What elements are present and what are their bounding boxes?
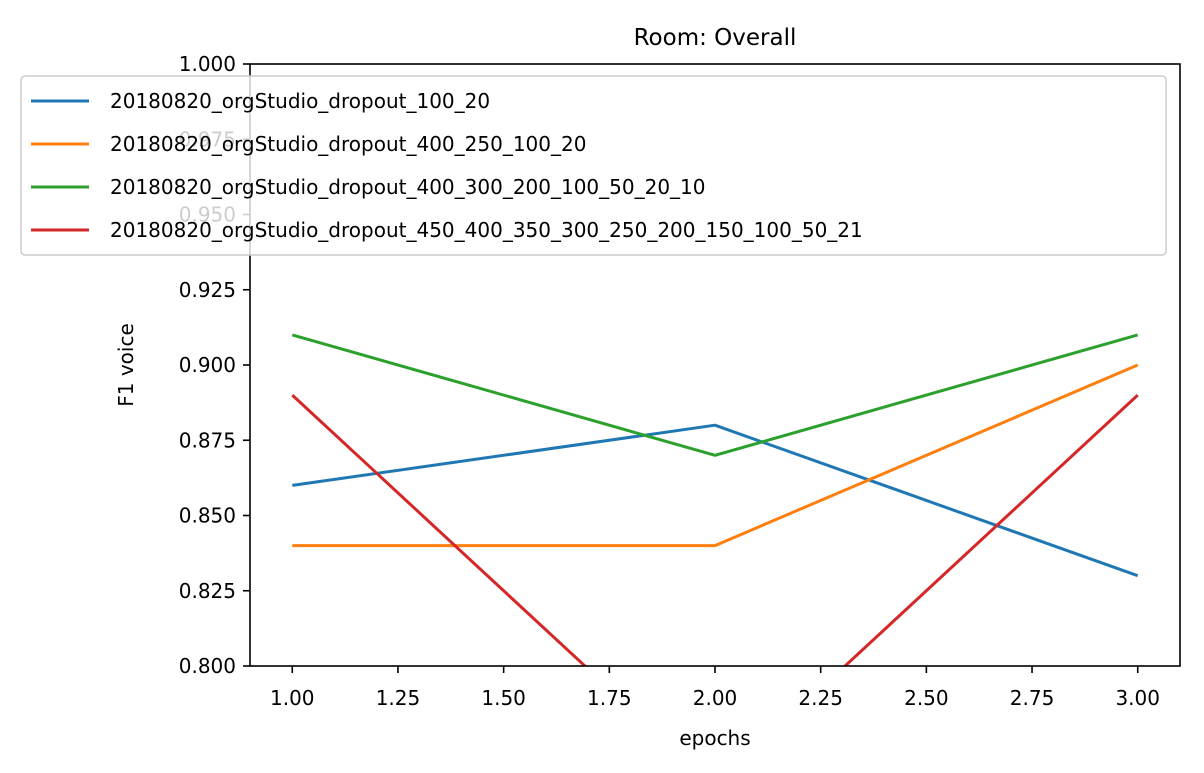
legend-box xyxy=(20,75,1167,256)
series-line-3 xyxy=(291,333,1139,457)
legend-label-4: 20180820_orgStudio_dropout_450_400_350_3… xyxy=(110,218,863,242)
x-tick-label: 1.00 xyxy=(270,686,315,710)
y-axis-label: F1 voice xyxy=(114,323,138,407)
y-tick-label: 0.825 xyxy=(179,579,236,603)
x-axis-label: epochs xyxy=(679,726,750,750)
y-tick-label: 0.875 xyxy=(179,428,236,452)
legend-label-1: 20180820_orgStudio_dropout_100_20 xyxy=(110,89,490,113)
plot-frame xyxy=(249,63,1181,667)
series-line-4 xyxy=(291,393,1139,666)
legend: 20180820_orgStudio_dropout_100_20 2018082… xyxy=(20,75,1167,256)
x-tick-label: 2.50 xyxy=(904,686,949,710)
y-tick-label: 1.000 xyxy=(179,52,236,76)
x-tick-label: 2.25 xyxy=(798,686,843,710)
chart-title: Room: Overall xyxy=(634,25,797,51)
series-line-1 xyxy=(292,423,1139,578)
series-lines xyxy=(291,333,1139,666)
x-tick-label: 1.50 xyxy=(481,686,526,710)
x-tick-label: 2.75 xyxy=(1010,686,1055,710)
y-tick-label: 0.900 xyxy=(179,353,236,377)
x-tick-label: 1.75 xyxy=(587,686,632,710)
y-tick-label: 0.850 xyxy=(179,504,236,528)
x-axis-ticks: 1.00 1.25 1.50 1.75 2.00 2.25 2.50 2.75 3.00 xyxy=(270,666,1160,710)
legend-label-2: 20180820_orgStudio_dropout_400_250_100_2… xyxy=(110,132,586,156)
series-line-2 xyxy=(292,363,1139,548)
legend-label-3: 20180820_orgStudio_dropout_400_300_200_1… xyxy=(110,175,706,199)
y-tick-label: 0.800 xyxy=(179,654,236,678)
x-tick-label: 2.00 xyxy=(693,686,738,710)
x-tick-label: 3.00 xyxy=(1115,686,1160,710)
y-tick-label: 0.925 xyxy=(179,278,236,302)
x-tick-label: 1.25 xyxy=(376,686,421,710)
